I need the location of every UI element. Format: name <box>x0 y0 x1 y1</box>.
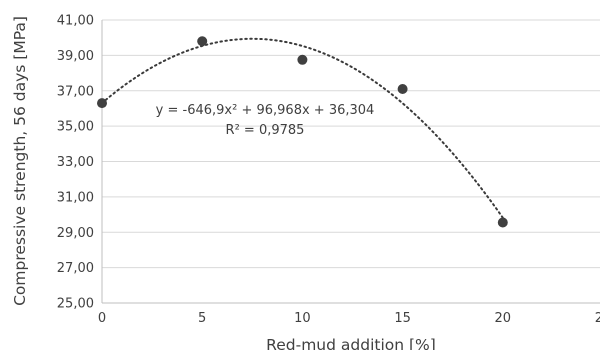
y-tick-label: 27,00 <box>57 261 94 276</box>
x-tick-label: 5 <box>198 311 206 326</box>
y-tick-label: 25,00 <box>57 297 94 312</box>
y-tick-labels: 25,00 27,00 29,00 31,00 33,00 35,00 37,00 39,00… <box>57 14 94 312</box>
y-tick-label: 29,00 <box>57 226 94 241</box>
trendline <box>101 37 504 219</box>
x-axis-title: Red-mud addition [%] <box>266 336 436 350</box>
data-point <box>497 217 508 228</box>
y-tick-label: 37,00 <box>57 84 94 99</box>
grid-lines <box>102 19 600 269</box>
y-tick-label: 41,00 <box>57 14 94 29</box>
x-tick-label: 0 <box>98 311 106 326</box>
y-tick-label: 33,00 <box>57 155 94 170</box>
data-points <box>97 36 508 228</box>
y-tick-label: 35,00 <box>57 120 94 135</box>
trendline-r2: R² = 0,9785 <box>226 123 305 138</box>
x-tick-labels: 0 5 10 15 20 25 <box>98 311 600 326</box>
data-point <box>197 36 208 47</box>
y-tick-label: 31,00 <box>57 190 94 205</box>
data-point <box>297 54 308 65</box>
x-tick-label: 25 <box>595 311 600 326</box>
y-tick-label: 39,00 <box>57 49 94 64</box>
trendline-equation: y = -646,9x² + 96,968x + 36,304 <box>156 103 375 118</box>
y-axis-title: Compressive strength, 56 days [MPa] <box>11 16 29 306</box>
x-tick-label: 15 <box>394 311 411 326</box>
data-point <box>397 83 408 94</box>
x-tick-label: 20 <box>495 311 512 326</box>
x-tick-label: 10 <box>294 311 311 326</box>
axes <box>101 20 600 304</box>
data-point <box>97 98 107 109</box>
